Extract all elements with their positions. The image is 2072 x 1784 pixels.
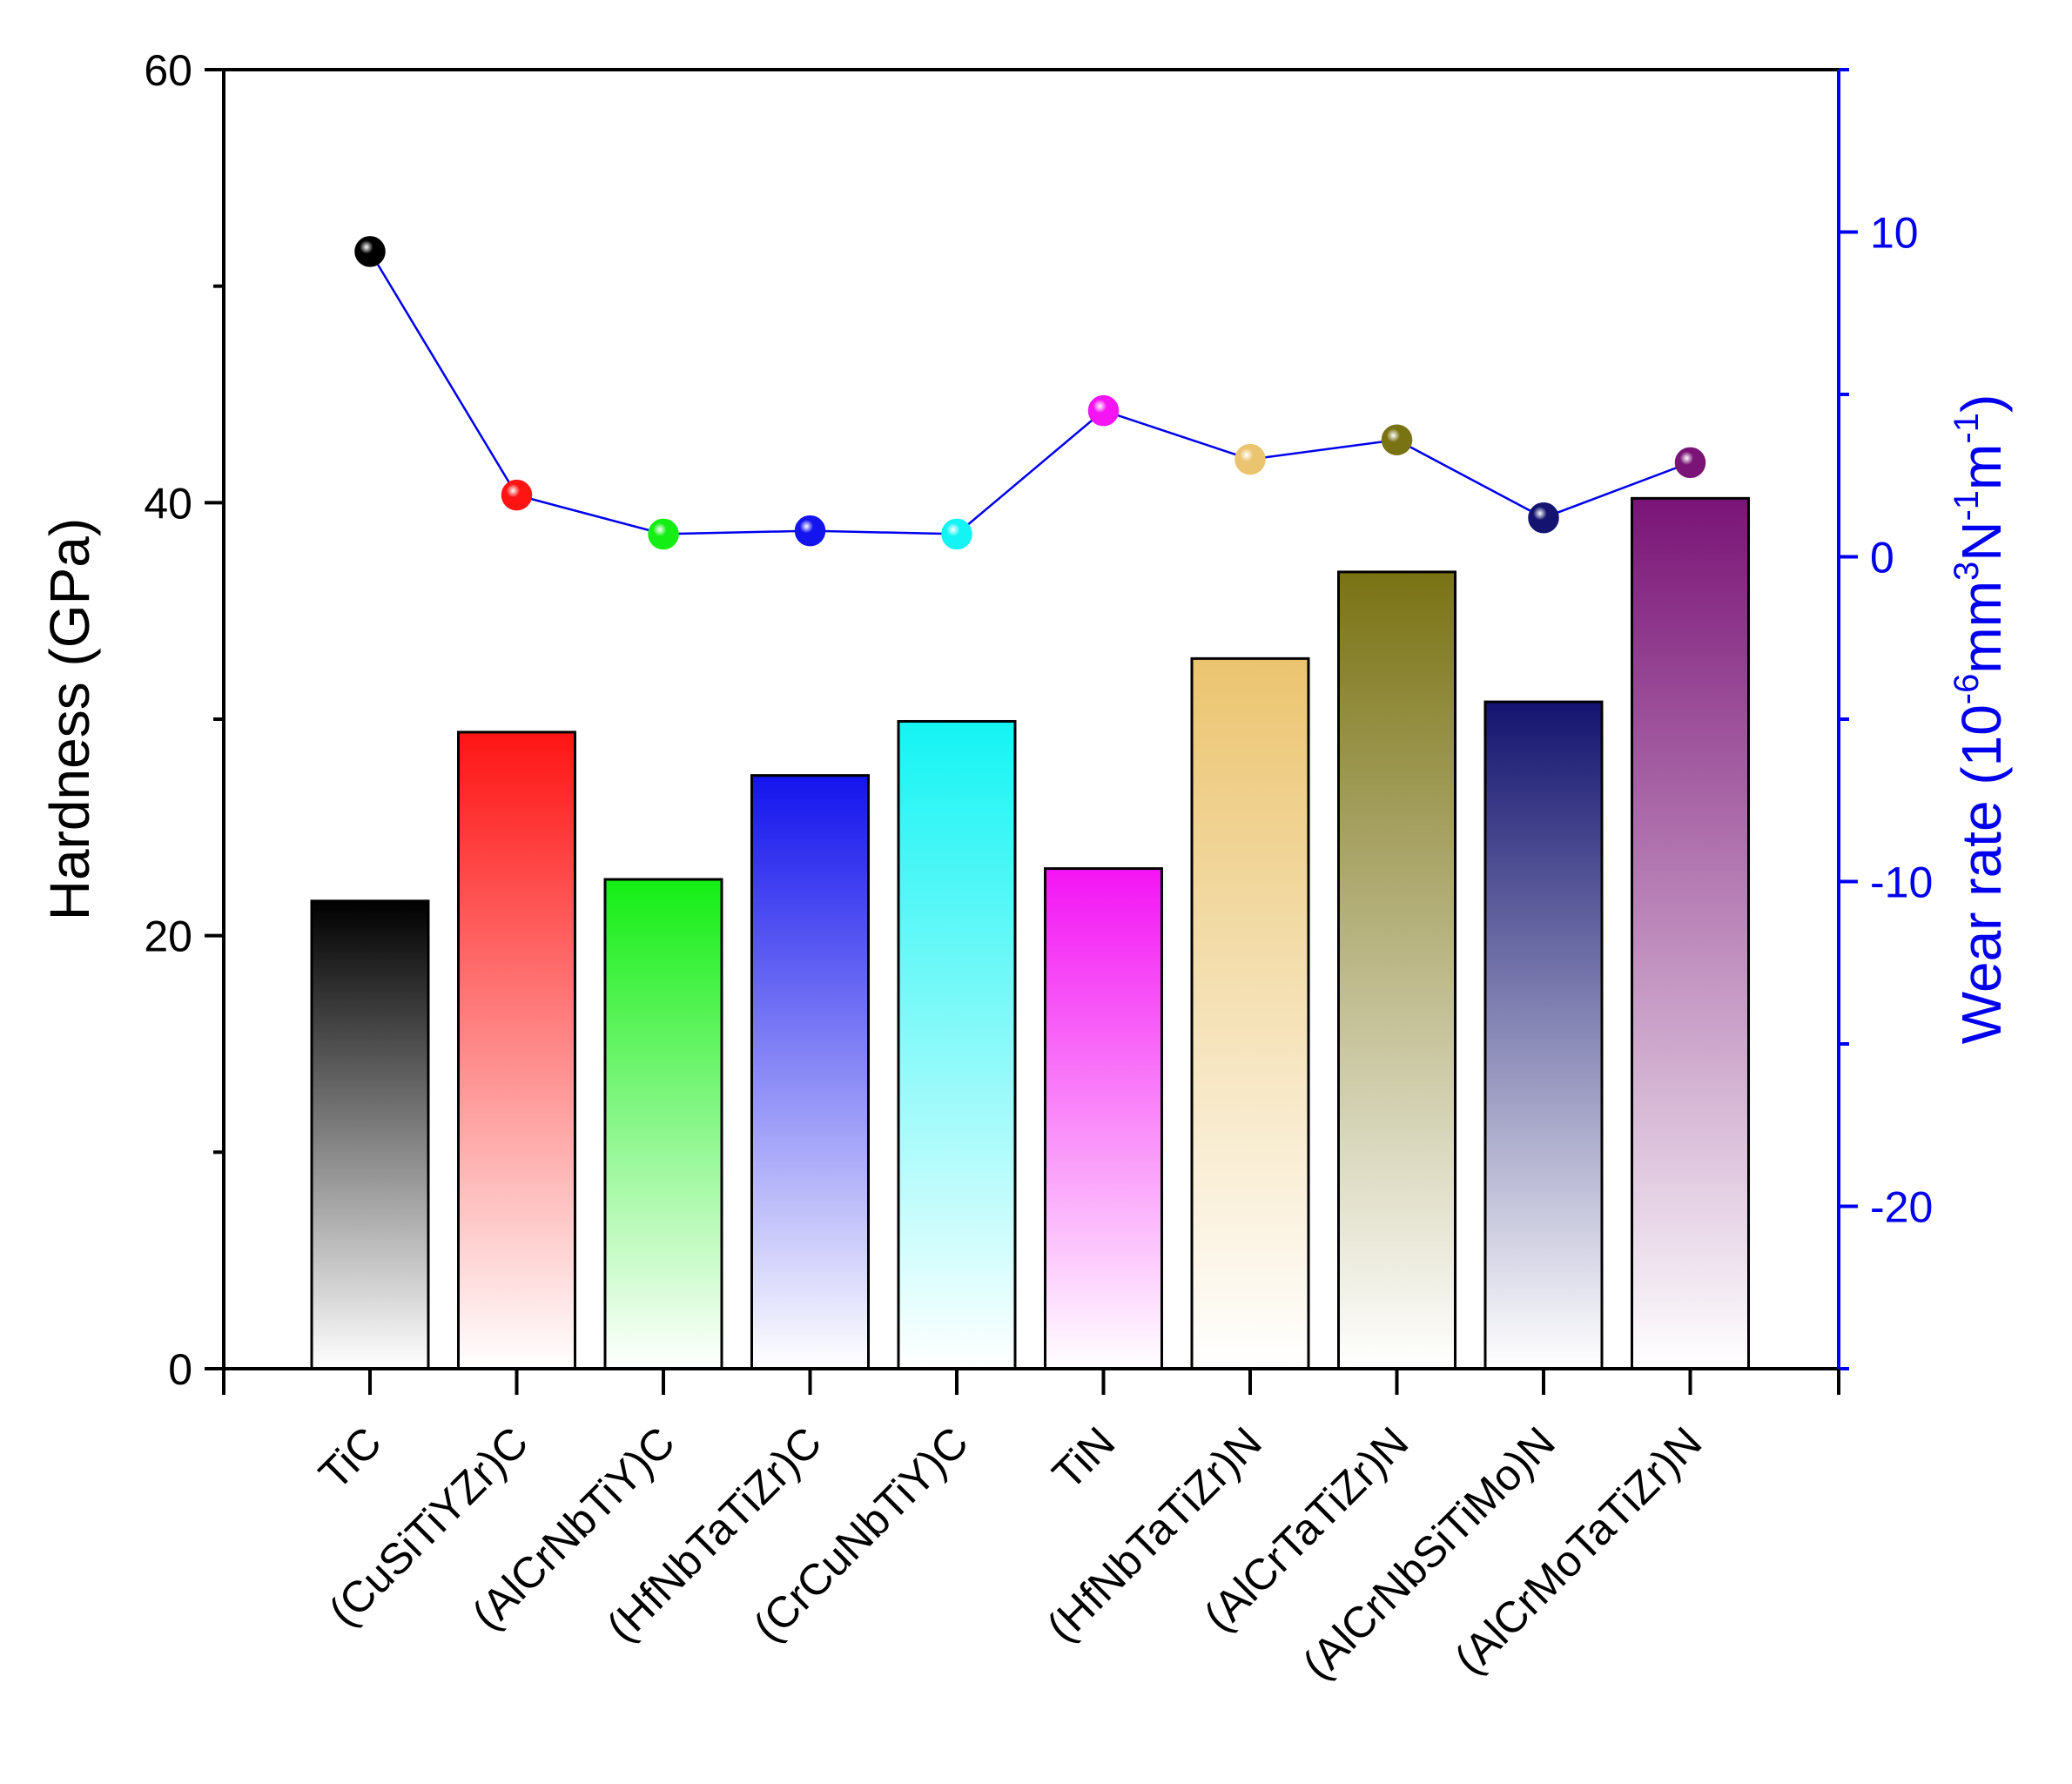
wear-rate-line — [368, 251, 1691, 535]
y-left-tick-label: 40 — [144, 479, 192, 528]
wear-rate-point-4 — [941, 518, 972, 550]
y-right-label-sup3: -1 — [1948, 490, 1986, 522]
wear-rate-point-1 — [501, 479, 533, 511]
y-right-label: Wear rate (10-6mm3N-1m-1) — [1948, 394, 2013, 1045]
x-tick-label: (AlCrNbSiTiMo)N — [1293, 1417, 1564, 1688]
bar-3 — [750, 774, 870, 1370]
bar-0 — [310, 899, 430, 1370]
bar-4 — [897, 719, 1017, 1370]
bar-2 — [603, 878, 723, 1370]
y-right-label-m: m — [1950, 444, 2013, 490]
y-right-tick-label: -10 — [1870, 858, 1933, 907]
y-right-tick-label: -20 — [1870, 1183, 1933, 1232]
y-right-tick-label: 10 — [1870, 209, 1919, 258]
y-right-label-close: ) — [1950, 394, 2013, 413]
bar-5 — [1044, 867, 1163, 1370]
wear-rate-point-5 — [1087, 394, 1120, 427]
y-right-label-mm: mm — [1950, 581, 2013, 674]
y-right-label-n: N — [1950, 522, 2013, 562]
bars — [310, 496, 1750, 1370]
wear-rate-point-9 — [1674, 447, 1706, 479]
y-right-label-main: Wear rate (10 — [1950, 704, 2013, 1044]
x-tick-label: TiN — [1043, 1417, 1124, 1498]
bar-7 — [1337, 570, 1456, 1370]
bar-9 — [1631, 496, 1750, 1370]
wear-rate-point-8 — [1528, 502, 1559, 534]
x-tick-label: TiC — [310, 1417, 391, 1498]
right-ticks: -20 -10 0 10 — [1839, 68, 1933, 1370]
y-left-tick-label: 20 — [144, 912, 192, 961]
wear-rate-point-6 — [1234, 443, 1266, 475]
x-ticks: TiC(CuSiTiYZr)C(AlCrNbTiY)C(HfNbTaTiZr)C… — [222, 1369, 1840, 1688]
wear-rate-point-2 — [648, 518, 679, 550]
wear-rate-point-3 — [794, 515, 826, 547]
bar-8 — [1483, 700, 1604, 1370]
left-ticks: 0 20 40 60 — [144, 46, 224, 1394]
y-left-tick-label: 60 — [144, 46, 192, 95]
x-tick-label: (AlCrMoTaTiZr)N — [1445, 1417, 1711, 1683]
y-right-tick-label: 0 — [1870, 534, 1894, 582]
y-left-tick-label: 0 — [168, 1345, 192, 1394]
y-right-label-sup1: -6 — [1948, 674, 1986, 705]
wear-rate-series — [354, 236, 1706, 550]
wear-rate-point-7 — [1381, 424, 1413, 455]
y-right-label-sup2: 3 — [1948, 562, 1986, 581]
bar-1 — [457, 730, 576, 1370]
bar-6 — [1190, 656, 1310, 1370]
wear-rate-point-0 — [354, 236, 386, 267]
y-right-label-sup4: -1 — [1948, 413, 1986, 444]
y-left-label: Hardness (GPa) — [38, 518, 101, 920]
